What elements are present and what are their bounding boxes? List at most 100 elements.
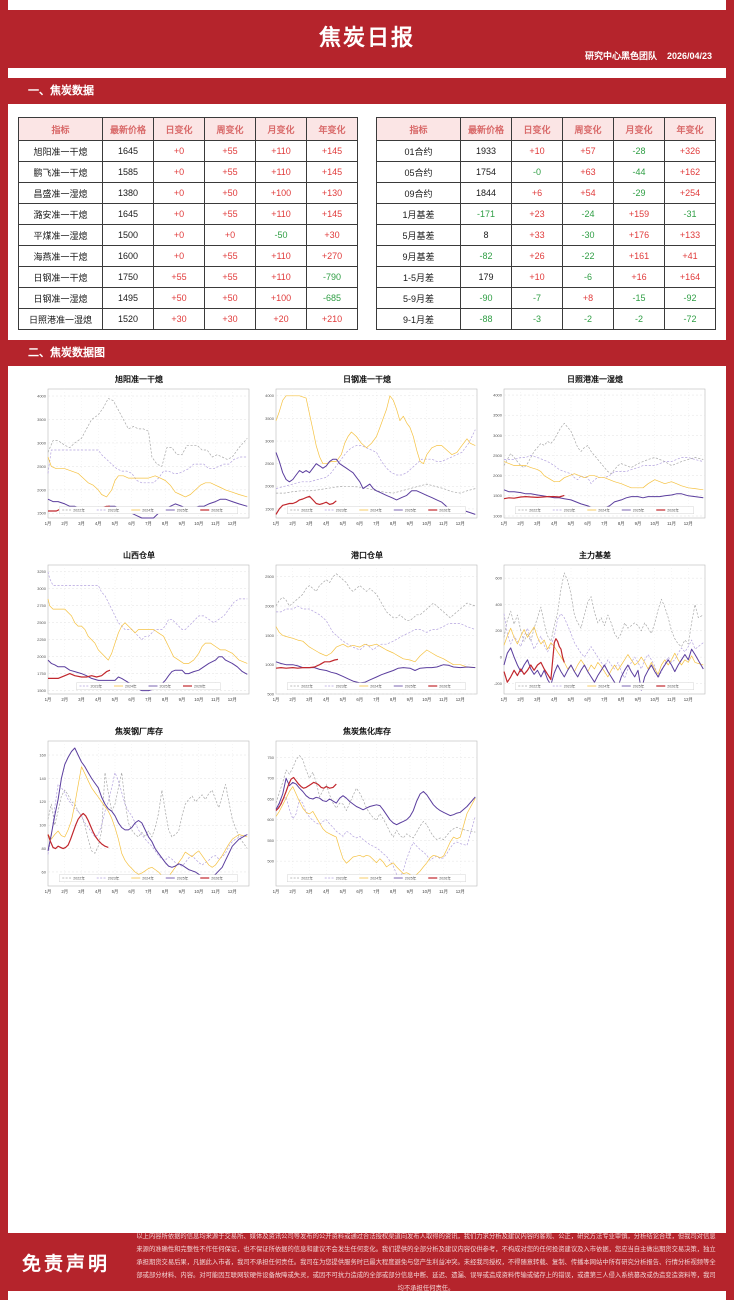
tables-row: 指标 最新价格 日变化 周变化 月变化 年变化 旭阳准一干熄 1645 +0 +55 +110 +14… [0, 104, 734, 330]
cell-value: +57 [562, 140, 614, 162]
y-tick-label: 2250 [37, 637, 47, 642]
x-tick-label: 11月 [667, 697, 676, 703]
cell-value: +326 [664, 140, 716, 162]
left-border-bar [0, 0, 8, 1300]
x-tick-label: 6月 [128, 697, 135, 703]
x-tick-label: 3月 [306, 697, 313, 703]
row-label: 日钢准一湿熄 [18, 287, 103, 309]
table-row: 1-5月差 179 +10 -6 +16 +164 [376, 266, 716, 288]
x-tick-label: 9月 [407, 889, 414, 895]
x-tick-label: 11月 [667, 521, 676, 527]
x-tick-label: 1月 [45, 889, 52, 895]
cell-value: -171 [460, 203, 512, 225]
legend-item: 2026年 [439, 507, 451, 512]
cell-value: +100 [255, 182, 307, 204]
cell-value: 1754 [460, 161, 512, 183]
x-tick-label: 8月 [162, 521, 169, 527]
y-tick-label: 2000 [37, 487, 47, 492]
legend-item: 2025年 [160, 683, 172, 688]
x-tick-label: 12月 [228, 889, 237, 895]
x-tick-label: 7月 [601, 697, 608, 703]
column-header: 最新价格 [102, 117, 154, 141]
x-tick-label: 1月 [273, 697, 280, 703]
report-meta: 研究中心黑色团队 2026/04/23 [585, 49, 712, 62]
x-tick-label: 10月 [422, 697, 431, 703]
series-line-2024年 [503, 626, 704, 678]
y-tick-label: 750 [267, 755, 274, 760]
y-tick-label: 1500 [37, 688, 47, 693]
legend-item: 2022年 [301, 683, 313, 688]
cell-value: +110 [255, 266, 307, 288]
x-tick-label: 12月 [228, 697, 237, 703]
series-line-2026年 [503, 494, 565, 500]
cell-value: -24 [562, 203, 614, 225]
y-tick-label: 1500 [37, 511, 47, 516]
column-header: 月变化 [613, 117, 665, 141]
x-tick-label: 11月 [439, 697, 448, 703]
series-line-2026年 [47, 812, 109, 850]
legend-item: 2024年 [370, 875, 382, 880]
legend-item: 2023年 [336, 507, 348, 512]
legend-item: 2025年 [177, 875, 189, 880]
x-tick-label: 8月 [618, 697, 625, 703]
x-tick-label: 6月 [356, 697, 363, 703]
y-tick-label: 2000 [265, 484, 275, 489]
row-label: 9月基差 [376, 245, 461, 267]
line-chart: 60 80 100 120 140 160 1月 2月 3月 4月 5月 6月 7月 8月 9月 10月 11月… [39, 740, 250, 895]
y-tick-label: 400 [495, 602, 502, 607]
cell-value: -82 [460, 245, 512, 267]
series-line-2024年 [47, 766, 248, 879]
series-line-2023年 [275, 796, 476, 879]
table-row: 潞安准一干熄 1645 +0 +55 +110 +145 [18, 203, 358, 225]
cell-value: 1500 [102, 224, 154, 246]
cell-value: -30 [562, 224, 614, 246]
x-tick-label: 10月 [422, 889, 431, 895]
x-tick-label: 1月 [273, 521, 280, 527]
legend-item: 2024年 [598, 507, 610, 512]
x-tick-label: 6月 [584, 697, 591, 703]
x-tick-label: 9月 [407, 697, 414, 703]
row-label: 日照港准一湿熄 [18, 308, 103, 330]
cell-value: +50 [204, 287, 256, 309]
series-line-2025年 [275, 452, 476, 515]
x-tick-label: 10月 [422, 521, 431, 527]
cell-value: +270 [306, 245, 358, 267]
column-header: 日变化 [153, 117, 205, 141]
legend-item: 2026年 [439, 683, 451, 688]
x-tick-label: 6月 [356, 889, 363, 895]
x-tick-label: 3月 [306, 521, 313, 527]
cell-value: -22 [562, 245, 614, 267]
spot-price-table: 指标 最新价格 日变化 周变化 月变化 年变化 旭阳准一干熄 1645 +0 +55 +110 +14… [18, 117, 358, 330]
cell-value: +30 [306, 224, 358, 246]
x-tick-label: 1月 [501, 521, 508, 527]
cell-value: +55 [204, 161, 256, 183]
section-title-data: 一、焦炭数据 [28, 85, 94, 97]
x-tick-label: 6月 [128, 521, 135, 527]
cell-value: -790 [306, 266, 358, 288]
legend-item: 2024年 [370, 683, 382, 688]
x-tick-label: 2月 [61, 889, 68, 895]
cell-value: +145 [306, 161, 358, 183]
cell-value: 1600 [102, 245, 154, 267]
table-row: 05合约 1754 -0 +63 -44 +162 [376, 161, 716, 183]
line-chart: -200 0 200 400 600 1月 2月 3月 4月 5月 6月 7月 8月 9月 10月 11月 12… [494, 564, 706, 703]
cell-value: +26 [511, 245, 563, 267]
cell-value: +55 [153, 266, 205, 288]
legend-item: 2025年 [633, 507, 645, 512]
line-chart: 1500 1750 2000 2250 2500 2750 3000 3250 1月 2月 3月 4月… [37, 564, 250, 703]
x-tick-label: 5月 [340, 521, 347, 527]
y-tick-label: 2500 [265, 461, 275, 466]
line-chart: 500 550 600 650 700 750 1月 2月 3月 4月 5月 6月 7月 8月 9月 10月 1… [267, 740, 478, 895]
cell-value: +16 [613, 266, 665, 288]
x-tick-label: 5月 [112, 889, 119, 895]
table-row: 日钢准一干熄 1750 +55 +55 +110 -790 [18, 266, 358, 288]
cell-value: +50 [153, 287, 205, 309]
table-header-row: 指标 最新价格 日变化 周变化 月变化 年变化 [18, 117, 358, 141]
chart-title: 焦炭钢厂库存 [115, 727, 163, 736]
series-line-2023年 [276, 605, 476, 651]
y-tick-label: 3500 [493, 413, 503, 418]
cell-value: -3 [511, 308, 563, 330]
y-tick-label: 120 [39, 799, 46, 804]
cell-value: +110 [255, 245, 307, 267]
x-tick-label: 12月 [228, 521, 237, 527]
